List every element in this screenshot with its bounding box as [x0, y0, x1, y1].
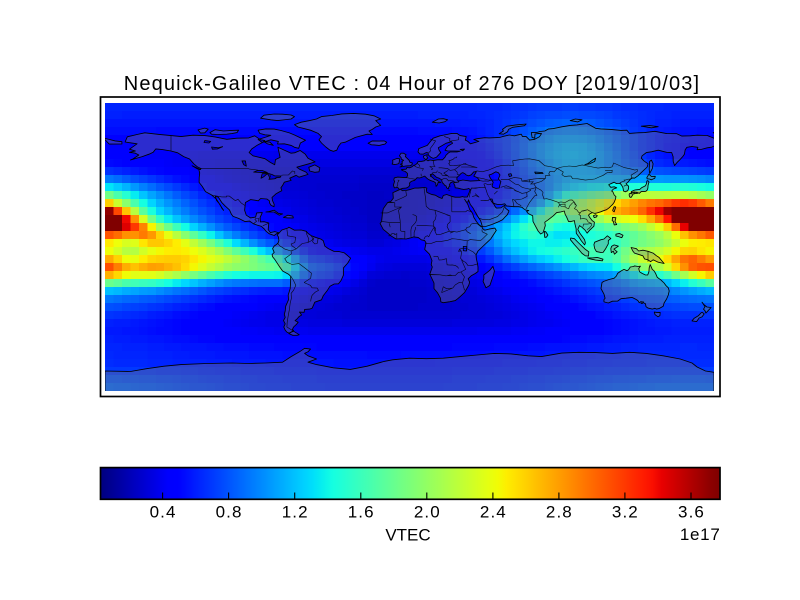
svg-text:0.8: 0.8: [216, 503, 243, 522]
svg-text:0.4: 0.4: [150, 503, 177, 522]
svg-text:2.8: 2.8: [546, 503, 573, 522]
svg-text:VTEC: VTEC: [385, 525, 430, 544]
svg-text:3.6: 3.6: [678, 503, 705, 522]
svg-text:2.0: 2.0: [414, 503, 441, 522]
svg-text:1.6: 1.6: [348, 503, 375, 522]
svg-text:2.4: 2.4: [480, 503, 507, 522]
svg-text:3.2: 3.2: [612, 503, 639, 522]
svg-text:1e17: 1e17: [680, 525, 721, 544]
svg-text:1.2: 1.2: [282, 503, 309, 522]
svg-text:Nequick-Galileo VTEC : 04 Hour: Nequick-Galileo VTEC : 04 Hour of 276 DO…: [124, 73, 700, 95]
